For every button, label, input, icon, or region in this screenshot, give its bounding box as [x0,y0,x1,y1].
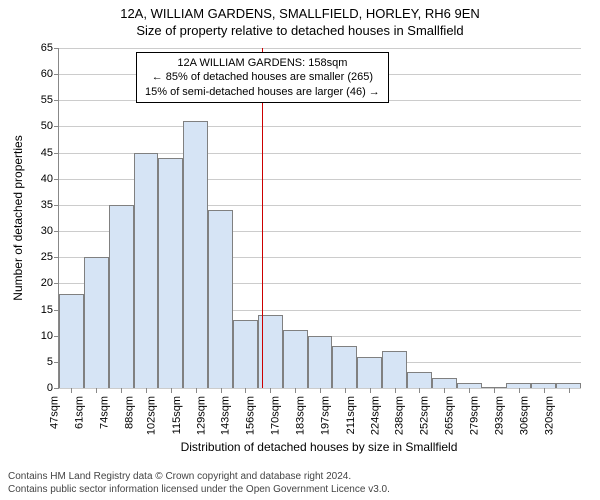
grid-line [59,48,581,49]
x-axis-label: Distribution of detached houses by size … [58,440,580,454]
histogram-bar [283,330,308,388]
x-tick-label: 197sqm [319,396,331,435]
y-tick-label: 65 [41,42,59,54]
chart-subtitle: Size of property relative to detached ho… [0,21,600,38]
annotation-line1: 12A WILLIAM GARDENS: 158sqm [145,56,380,70]
x-tick-label: 293sqm [493,396,505,435]
histogram-bar [183,121,208,388]
x-tick-label: 252sqm [419,396,431,435]
grid-line [59,126,581,127]
histogram-bar [59,294,84,388]
x-tick-mark [146,388,147,393]
x-tick-mark [121,388,122,393]
x-tick-mark [494,388,495,393]
annotation-line3: 15% of semi-detached houses are larger (… [145,85,380,99]
histogram-bar [382,351,407,388]
x-tick-label: 115sqm [171,396,183,434]
y-tick-label: 0 [47,382,59,394]
y-tick-label: 10 [41,330,59,342]
x-tick-mark [96,388,97,393]
x-tick-label: 88sqm [123,396,135,429]
y-tick-label: 40 [41,173,59,185]
x-tick-mark [345,388,346,393]
x-tick-label: 183sqm [294,396,306,435]
x-tick-label: 102sqm [145,396,157,435]
x-tick-label: 156sqm [245,396,257,435]
x-tick-mark [221,388,222,393]
x-tick-label: 211sqm [345,396,357,434]
x-tick-mark [544,388,545,393]
y-tick-label: 55 [41,94,59,106]
histogram-bar [84,257,109,388]
x-tick-mark [569,388,570,393]
x-tick-label: 74sqm [99,396,111,429]
x-tick-label: 170sqm [270,396,282,435]
y-tick-label: 25 [41,251,59,263]
x-tick-label: 320sqm [543,396,555,435]
histogram-bar [134,153,159,388]
x-tick-label: 279sqm [468,396,480,435]
histogram-bar [233,320,258,388]
y-tick-label: 20 [41,277,59,289]
x-tick-label: 61sqm [74,396,86,429]
x-tick-mark [295,388,296,393]
chart-container: 12A, WILLIAM GARDENS, SMALLFIELD, HORLEY… [0,0,600,500]
x-tick-mark [320,388,321,393]
x-tick-mark [245,388,246,393]
x-tick-mark [71,388,72,393]
x-tick-mark [419,388,420,393]
y-tick-label: 60 [41,68,59,80]
y-tick-label: 45 [41,147,59,159]
histogram-bar [407,372,432,388]
x-tick-label: 129sqm [195,396,207,435]
x-tick-mark [270,388,271,393]
x-tick-label: 306sqm [518,396,530,435]
x-tick-label: 265sqm [444,396,456,435]
x-tick-label: 143sqm [220,396,232,435]
x-tick-mark [519,388,520,393]
x-tick-mark [395,388,396,393]
y-tick-label: 35 [41,199,59,211]
histogram-bar [332,346,357,388]
x-tick-mark [370,388,371,393]
footer-line2: Contains public sector information licen… [8,483,390,496]
x-tick-mark [171,388,172,393]
histogram-bar [109,205,134,388]
x-tick-label: 224sqm [369,396,381,435]
y-axis-label: Number of detached properties [11,135,25,300]
histogram-bar [357,357,382,388]
chart-title: 12A, WILLIAM GARDENS, SMALLFIELD, HORLEY… [0,0,600,21]
histogram-bar [208,210,233,388]
y-tick-label: 30 [41,225,59,237]
annotation-box: 12A WILLIAM GARDENS: 158sqm ← 85% of det… [136,52,389,103]
y-tick-label: 5 [47,356,59,368]
annotation-line2: ← 85% of detached houses are smaller (26… [145,70,380,84]
histogram-bar [308,336,333,388]
y-tick-label: 50 [41,120,59,132]
x-tick-mark [444,388,445,393]
y-tick-label: 15 [41,304,59,316]
x-tick-mark [469,388,470,393]
footer-line1: Contains HM Land Registry data © Crown c… [8,470,390,483]
x-tick-label: 47sqm [49,396,61,429]
histogram-bar [432,378,457,388]
x-tick-label: 238sqm [394,396,406,435]
x-tick-mark [196,388,197,393]
footer-attribution: Contains HM Land Registry data © Crown c… [8,470,390,496]
histogram-bar [158,158,183,388]
